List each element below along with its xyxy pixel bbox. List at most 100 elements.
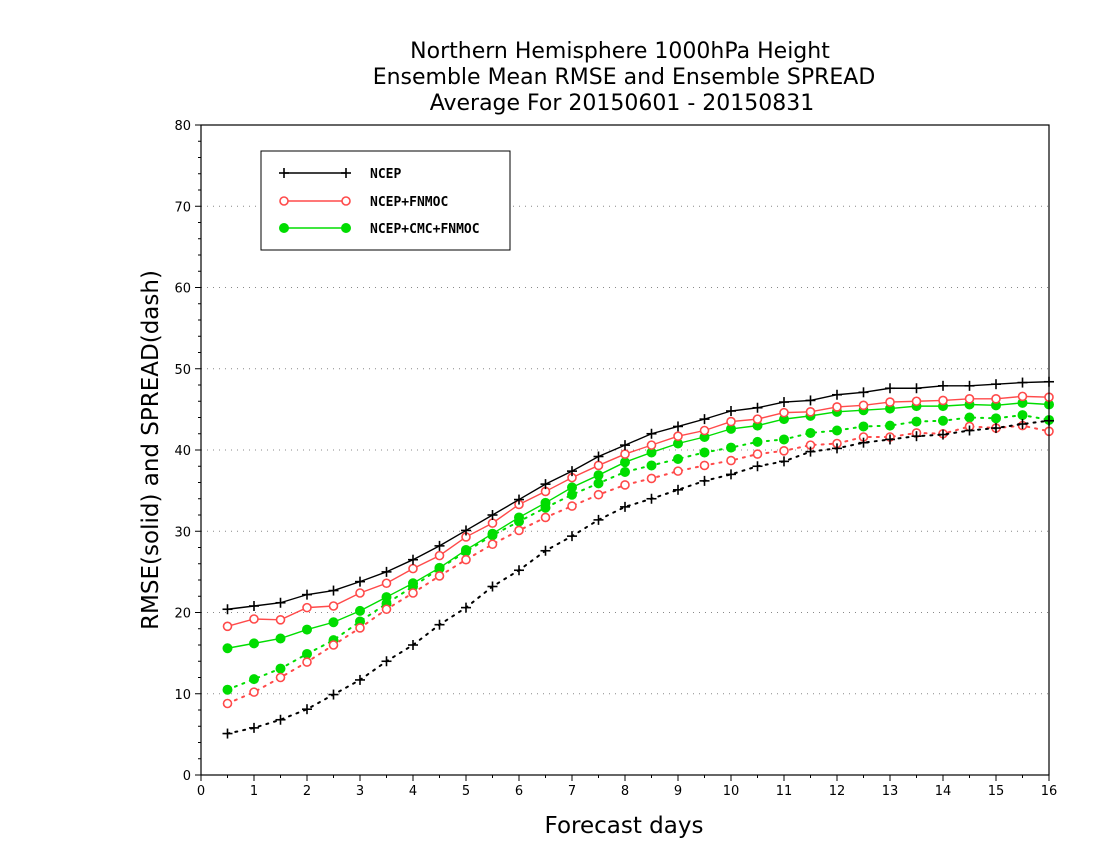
data-point-rmse	[1017, 377, 1028, 388]
x-tick-label: 11	[776, 784, 793, 799]
data-point-rmse	[858, 387, 869, 398]
data-point-spread	[673, 466, 683, 476]
data-point-spread	[381, 656, 392, 667]
data-point-spread	[911, 416, 922, 427]
y-tick-label: 50	[174, 363, 191, 378]
data-point-spread	[487, 539, 498, 550]
y-tick-label: 30	[174, 525, 191, 540]
data-point-spread	[593, 514, 604, 525]
data-point-rmse	[832, 402, 842, 412]
data-point-spread	[249, 687, 259, 697]
legend-label: NCEP+FNMOC	[370, 195, 448, 210]
data-point-spread	[302, 704, 312, 715]
y-tick-label: 10	[174, 688, 191, 703]
data-point-rmse	[779, 407, 789, 418]
data-point-spread	[885, 434, 895, 445]
data-point-spread	[567, 501, 577, 511]
data-point-spread	[434, 619, 445, 630]
data-point-rmse	[540, 497, 551, 508]
data-point-rmse	[699, 425, 710, 436]
data-point-rmse	[593, 451, 604, 462]
series-1	[222, 391, 1054, 709]
legend-marker	[279, 196, 289, 206]
data-point-rmse	[540, 479, 551, 490]
data-point-rmse	[699, 414, 710, 425]
chart-title: Northern Hemisphere 1000hPa Height Ensem…	[373, 39, 876, 116]
data-point-spread	[302, 648, 312, 659]
data-point-spread	[540, 512, 551, 523]
data-point-rmse	[805, 407, 816, 417]
data-point-spread	[991, 423, 1001, 434]
data-point-rmse	[620, 440, 630, 451]
data-point-rmse	[487, 528, 498, 539]
x-tick-label: 3	[356, 784, 364, 799]
data-point-rmse	[779, 397, 789, 408]
data-point-spread	[726, 469, 736, 480]
data-point-rmse	[487, 510, 498, 520]
data-point-spread	[779, 434, 789, 445]
data-point-spread	[964, 425, 975, 436]
data-point-spread	[779, 446, 789, 456]
data-point-rmse	[487, 518, 498, 528]
data-point-spread	[222, 698, 233, 709]
data-point-rmse	[408, 578, 418, 589]
data-point-spread	[275, 714, 286, 725]
data-point-spread	[885, 420, 895, 431]
data-point-rmse	[222, 643, 233, 654]
data-point-rmse	[885, 397, 895, 407]
data-point-spread	[381, 604, 392, 615]
data-point-spread	[514, 565, 524, 576]
data-point-spread	[540, 545, 551, 556]
data-point-spread	[646, 473, 657, 484]
data-point-rmse	[328, 617, 339, 628]
data-point-spread	[1017, 410, 1028, 421]
data-point-spread	[302, 657, 312, 667]
data-point-spread	[964, 412, 975, 423]
y-tick-label: 70	[174, 200, 191, 215]
y-axis-label: RMSE(solid) and SPREAD(dash)	[138, 270, 164, 630]
data-point-rmse	[328, 601, 339, 611]
x-tick-label: 9	[674, 784, 682, 799]
x-tick-label: 5	[462, 784, 470, 799]
data-point-spread	[328, 689, 339, 700]
data-point-spread	[249, 674, 259, 685]
data-point-rmse	[1017, 391, 1028, 402]
data-point-rmse	[514, 512, 524, 523]
data-point-rmse	[461, 525, 471, 536]
data-point-rmse	[832, 389, 842, 400]
y-tick-label: 0	[183, 769, 191, 784]
x-tick-label: 6	[515, 784, 523, 799]
data-point-spread	[620, 480, 630, 490]
data-point-spread	[434, 571, 445, 581]
data-point-spread	[991, 413, 1001, 424]
data-point-spread	[938, 415, 948, 426]
data-point-spread	[779, 456, 789, 467]
data-point-spread	[249, 722, 259, 733]
data-point-spread	[911, 431, 922, 442]
data-point-rmse	[991, 379, 1001, 390]
legend: NCEP NCEP+FNMOC NCEP+CMC+FNMOC	[260, 150, 511, 251]
title-line-1: Northern Hemisphere 1000hPa Height	[410, 39, 830, 64]
x-tick-label: 7	[568, 784, 576, 799]
data-point-rmse	[752, 402, 763, 413]
legend-marker	[341, 223, 351, 233]
y-tick-label: 80	[174, 119, 191, 134]
data-point-rmse	[355, 576, 365, 587]
data-point-spread	[275, 663, 286, 674]
x-tick-label: 0	[197, 784, 205, 799]
data-point-spread	[222, 728, 233, 739]
data-point-rmse	[646, 428, 657, 439]
data-point-spread	[832, 443, 842, 454]
y-tick-label: 60	[174, 282, 191, 297]
data-point-spread	[673, 453, 683, 464]
data-point-spread	[699, 460, 710, 471]
data-point-spread	[275, 672, 286, 683]
y-tick-label: 20	[174, 607, 191, 622]
data-point-rmse	[302, 589, 312, 600]
legend-marker	[341, 196, 351, 206]
data-point-rmse	[408, 563, 418, 574]
data-point-spread	[355, 623, 365, 633]
data-point-rmse	[964, 380, 975, 391]
data-point-rmse	[249, 638, 259, 649]
data-point-rmse	[355, 588, 365, 598]
